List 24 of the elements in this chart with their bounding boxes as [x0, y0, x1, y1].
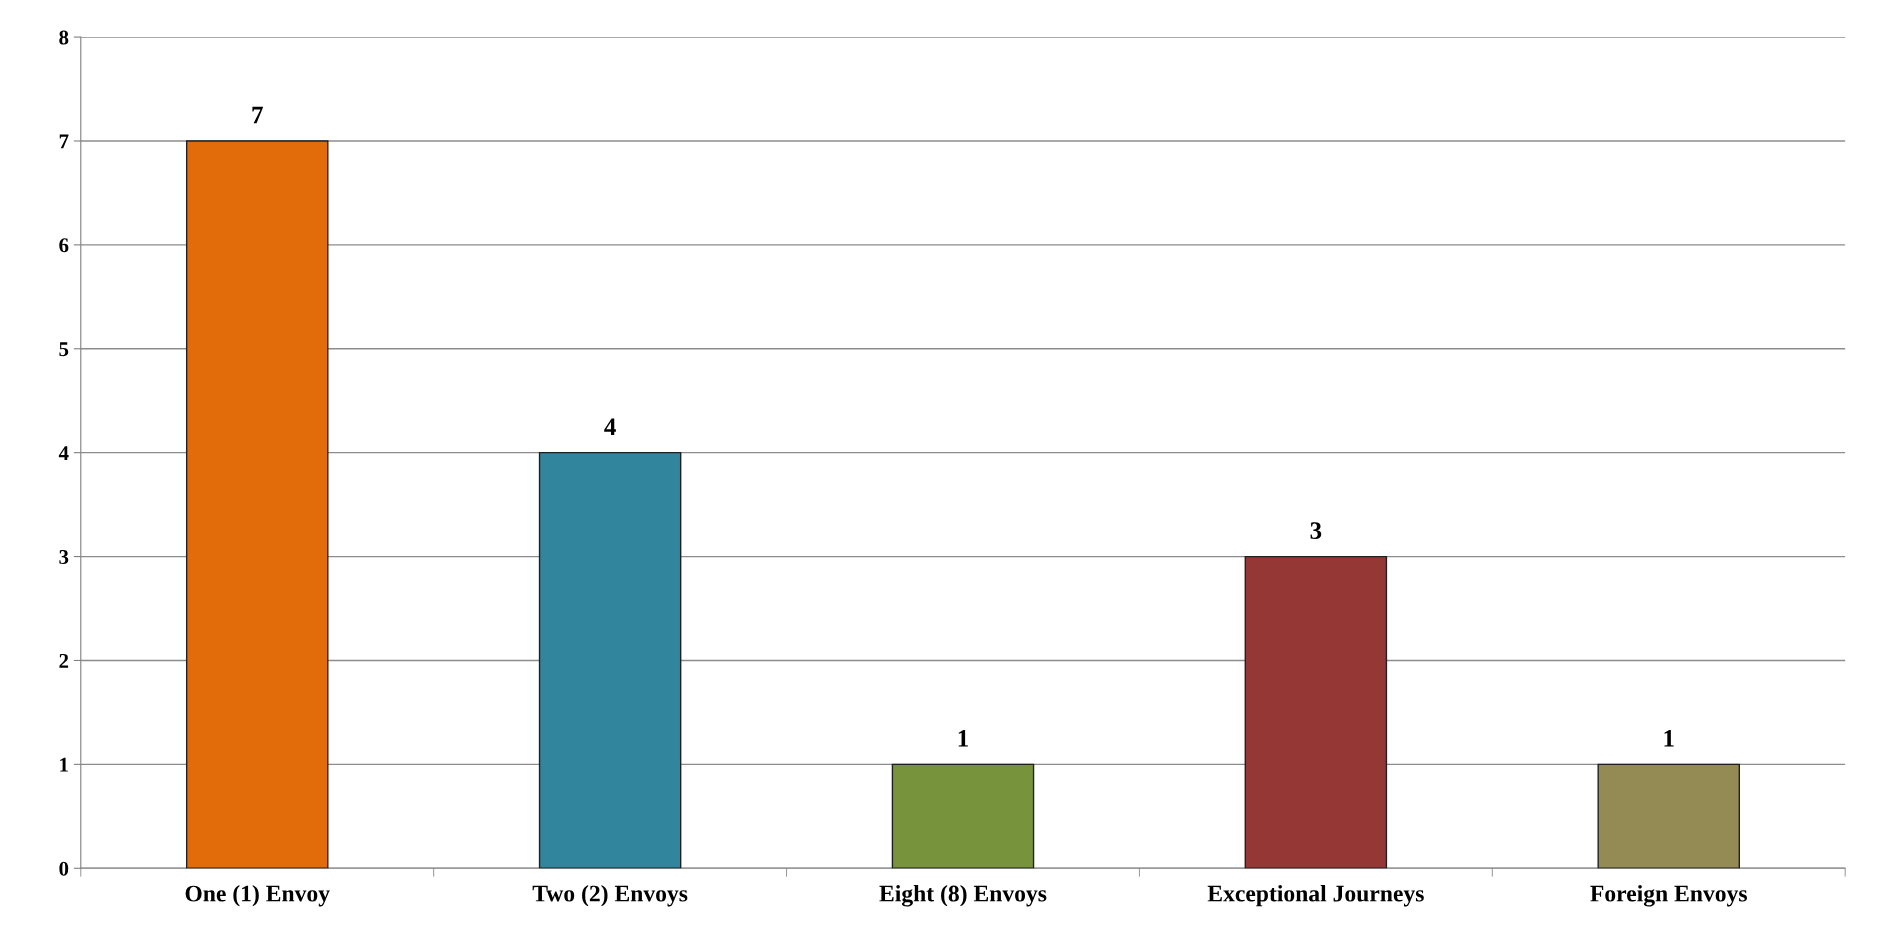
- y-tick-label: 1: [60, 757, 68, 772]
- data-label: 3: [1310, 522, 1322, 540]
- y-tick-label: 7: [59, 134, 69, 149]
- bar: [538, 451, 682, 869]
- data-label: 7: [252, 106, 263, 124]
- data-label: 1: [958, 730, 968, 747]
- y-tick-label: 2: [59, 653, 69, 668]
- bar: [1244, 555, 1388, 869]
- bar: [891, 763, 1035, 869]
- x-tick-label: Foreign Envoys: [1590, 884, 1747, 907]
- bar: [185, 140, 329, 869]
- y-tick-label: 0: [59, 861, 69, 876]
- y-tick-label: 4: [58, 446, 69, 460]
- bar: [1597, 763, 1741, 869]
- x-tick-label: Exceptional Journeys: [1207, 884, 1424, 907]
- y-tick-label: 3: [59, 550, 69, 565]
- y-tick-label: 5: [59, 342, 69, 357]
- x-tick-label: Eight (8) Envoys: [879, 884, 1047, 907]
- y-tick-label: 8: [59, 30, 69, 45]
- y-tick-label: 6: [59, 238, 69, 253]
- x-tick-label: Two (2) Envoys: [532, 884, 688, 907]
- data-label: 1: [1664, 730, 1674, 747]
- data-label: 4: [604, 418, 616, 435]
- x-tick-label: One (1) Envoy: [185, 884, 330, 907]
